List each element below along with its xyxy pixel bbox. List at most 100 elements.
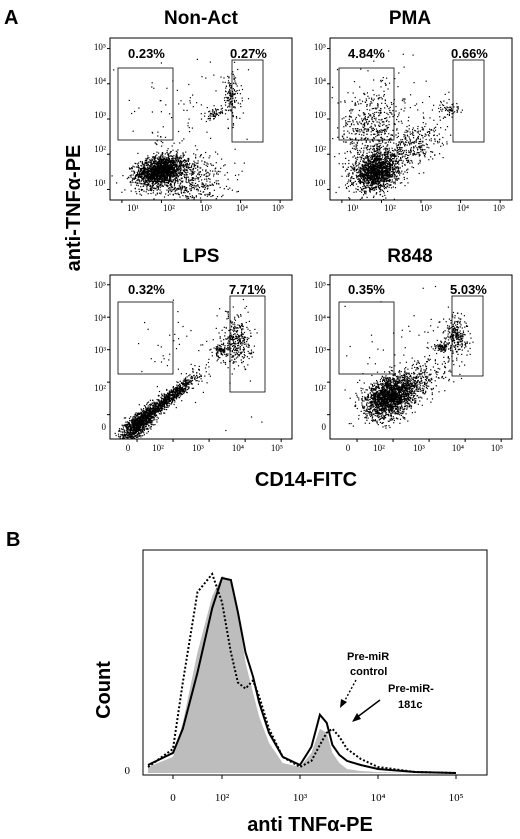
scatter-point — [365, 119, 367, 121]
scatter-point — [178, 188, 180, 190]
scatter-point — [376, 154, 378, 156]
scatter-point — [389, 171, 391, 173]
scatter-point — [172, 170, 174, 172]
scatter-point — [175, 172, 177, 174]
scatter-point — [349, 126, 351, 128]
scatter-point — [367, 177, 369, 179]
scatter-point — [408, 124, 410, 127]
scatter-point — [368, 161, 370, 163]
scatter-point — [396, 150, 398, 152]
scatter-point — [387, 126, 389, 129]
scatter-point — [197, 169, 199, 171]
scatter-point — [201, 183, 203, 185]
scatter-point — [368, 159, 370, 161]
scatter-point — [443, 100, 445, 102]
scatter-point — [360, 151, 362, 153]
scatter-point — [184, 159, 186, 161]
scatter-point — [424, 135, 426, 137]
scatter-point — [442, 108, 444, 110]
scatter-point — [379, 183, 381, 186]
scatter-point — [379, 193, 382, 196]
scatter-point — [380, 166, 383, 168]
scatter-point — [151, 177, 153, 180]
scatter-point — [346, 136, 348, 138]
scatter-point — [172, 173, 174, 175]
scatter-point — [209, 178, 211, 180]
scatter-point — [424, 156, 426, 158]
scatter-point — [385, 128, 387, 130]
scatter-point — [377, 165, 380, 167]
scatter-point — [232, 88, 234, 90]
scatter-point — [182, 152, 184, 154]
scatter-point — [177, 192, 179, 194]
scatter-point — [153, 169, 155, 172]
scatter-point — [185, 187, 187, 189]
scatter-point — [400, 159, 403, 161]
scatter-point — [367, 185, 369, 187]
scatter-point — [150, 177, 153, 179]
scatter-point — [422, 140, 424, 142]
scatter-point — [168, 187, 170, 189]
scatter-point — [171, 165, 173, 167]
scatter-point — [366, 103, 368, 106]
scatter-point — [228, 82, 230, 84]
scatter-point — [212, 109, 214, 111]
scatter-point — [154, 171, 156, 173]
scatter-point — [144, 182, 146, 184]
scatter-point — [377, 168, 379, 170]
scatter-point — [388, 177, 390, 179]
scatter-point — [178, 164, 180, 166]
scatter-point — [224, 174, 226, 176]
scatter-point — [381, 167, 383, 169]
scatter-point — [370, 160, 372, 162]
scatter-point — [180, 163, 182, 165]
scatter-point — [188, 181, 190, 183]
scatter-point — [127, 176, 129, 178]
scatter-point — [224, 81, 226, 83]
scatter-point — [382, 167, 384, 169]
scatter-point — [417, 137, 419, 139]
scatter-point — [209, 181, 211, 183]
scatter-point — [377, 164, 379, 166]
scatter-point — [206, 195, 208, 197]
scatter-point — [380, 158, 382, 160]
scatter-point — [149, 181, 151, 183]
scatter-point — [451, 103, 453, 106]
scatter-point — [182, 169, 184, 171]
scatter-point — [382, 163, 384, 165]
scatter-point — [184, 176, 186, 179]
scatter-point — [143, 176, 145, 178]
scatter-point — [390, 137, 392, 139]
scatter-point — [193, 188, 195, 190]
scatter-point — [377, 185, 379, 187]
scatter-point — [210, 137, 212, 139]
scatter-point — [235, 116, 238, 118]
scatter-point — [167, 155, 169, 157]
scatter-point — [185, 160, 187, 163]
scatter-point — [195, 164, 197, 166]
scatter-point — [152, 183, 154, 186]
scatter-point — [356, 175, 358, 177]
scatter-point — [356, 177, 358, 179]
scatter-point — [391, 103, 393, 105]
scatter-point — [212, 184, 214, 186]
scatter-point — [171, 170, 173, 172]
scatter-point — [381, 79, 384, 82]
scatter-point — [440, 100, 442, 103]
scatter-point — [439, 153, 441, 155]
scatter-point — [367, 186, 369, 188]
scatter-point — [369, 172, 371, 174]
scatter-point — [398, 141, 400, 143]
scatter-point — [144, 166, 146, 168]
scatter-point — [151, 180, 153, 182]
scatter-point — [163, 158, 165, 160]
scatter-point — [430, 129, 432, 131]
scatter-point — [179, 160, 181, 162]
scatter-point — [430, 156, 432, 158]
scatter-point — [219, 186, 221, 189]
scatter-point — [400, 148, 402, 150]
scatter-point — [183, 175, 185, 177]
scatter-point — [206, 184, 209, 187]
scatter-point — [389, 164, 392, 166]
